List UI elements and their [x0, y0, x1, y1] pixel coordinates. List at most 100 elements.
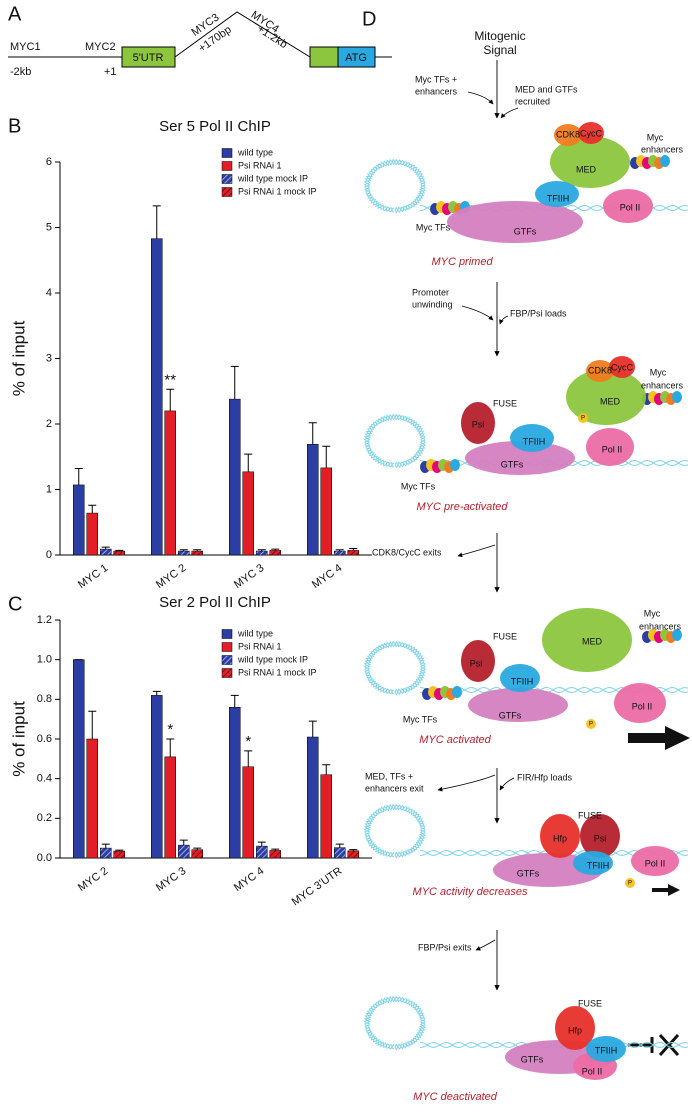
legend-label: wild type — [237, 628, 273, 638]
bar — [151, 695, 163, 859]
state-caption: MYC activated — [419, 734, 491, 746]
error-bar — [230, 694, 239, 708]
y-tick-label: 5 — [46, 221, 52, 233]
bar — [164, 756, 176, 859]
bar — [191, 849, 203, 859]
error-bar — [74, 468, 83, 485]
y-tick-label: 3 — [46, 352, 52, 364]
dna-loop — [363, 803, 426, 859]
protein-shape — [510, 424, 554, 452]
dna-loop — [363, 640, 426, 696]
y-tick-label: 0.2 — [37, 812, 52, 824]
state-caption: MYC activity decreases — [413, 886, 528, 898]
protein-label: GTFs — [501, 459, 524, 469]
legend-label: Psi RNAi 1 — [238, 641, 282, 651]
protein-label: enhancers — [639, 621, 682, 631]
curved-arrow — [499, 315, 509, 325]
step-note: enhancers exit — [365, 783, 424, 793]
protein-shape — [573, 851, 613, 875]
legend-swatch — [221, 187, 233, 197]
signal-label: Mitogenic — [474, 29, 525, 43]
bar — [229, 398, 241, 556]
bar — [113, 850, 125, 859]
protein-shape — [614, 683, 666, 723]
error-bar — [88, 504, 97, 514]
x-tick-label: MYC 4 — [232, 865, 266, 894]
step-note: MED and GTFs — [515, 84, 578, 94]
dna-loop — [363, 995, 426, 1051]
protein-label: P — [581, 416, 585, 422]
error-bar — [322, 764, 331, 775]
protein-label: FUSE — [493, 631, 517, 641]
bar — [269, 850, 281, 859]
protein-shape — [447, 201, 583, 243]
protein-shape — [586, 719, 596, 729]
x-tick-label: MYC 3 — [232, 562, 266, 591]
step-note: unwinding — [412, 299, 453, 309]
protein-label: TFIIH — [547, 193, 570, 203]
step-note: recruited — [515, 96, 550, 106]
bar — [242, 471, 254, 556]
error-bar — [230, 365, 239, 400]
y-axis-title: % of input — [9, 320, 28, 396]
protein-label: MED — [576, 164, 597, 174]
bar — [100, 548, 112, 556]
protein-shape — [586, 1036, 626, 1062]
step-note: MED, TFs + — [365, 771, 413, 781]
error-bar — [244, 453, 253, 472]
legend-label: wild type — [237, 147, 273, 157]
x-tick-label: MYC 3'UTR — [290, 865, 345, 908]
factor-blob — [452, 686, 462, 698]
bar — [73, 484, 85, 556]
curved-arrow — [461, 305, 494, 321]
bar — [151, 238, 163, 556]
protein-label: FUSE — [578, 998, 602, 1008]
protein-shape — [580, 814, 620, 858]
step-note: FBP/Psi loads — [510, 308, 567, 318]
bar — [269, 550, 281, 556]
protein-label: CDK8 — [588, 365, 612, 375]
factor-blob — [672, 391, 682, 403]
error-bar — [335, 549, 344, 552]
protein-shape — [566, 369, 646, 425]
step-note: FIR/Hfp loads — [517, 772, 573, 782]
error-bar — [271, 848, 280, 851]
protein-label: P — [628, 881, 632, 887]
protein-shape — [578, 122, 604, 144]
protein-shape — [542, 608, 632, 672]
step-note: Myc TFs + — [415, 74, 457, 84]
error-bar — [193, 847, 202, 850]
panel-label: B — [8, 115, 21, 137]
error-bar — [115, 849, 124, 852]
protein-shape — [468, 688, 568, 722]
protein-label: Pol II — [645, 858, 666, 868]
protein-label: Pol II — [582, 1066, 603, 1076]
error-bar — [152, 205, 161, 239]
error-bar — [322, 445, 331, 468]
bar — [320, 467, 332, 556]
protein-label: Hfp — [553, 833, 567, 843]
protein-label: TFIIH — [523, 436, 546, 446]
gene-map: MYC1 -2kb MYC2 +1 MYC3 +170bp MYC4 +1.2k… — [8, 9, 392, 78]
y-tick-label: 0.0 — [37, 852, 52, 864]
y-tick-label: 0 — [46, 549, 52, 561]
protein-label: GTFs — [517, 868, 540, 878]
site-name: MYC2 — [85, 41, 116, 53]
site-name: MYC1 — [10, 41, 41, 53]
chart-title: Ser 2 Pol II ChIP — [159, 594, 271, 611]
protein-label: Myc — [647, 132, 664, 142]
error-bar — [349, 547, 358, 551]
bar — [307, 736, 319, 859]
signal-label: Signal — [483, 43, 516, 57]
bar — [334, 847, 346, 859]
step-arrows — [437, 91, 519, 951]
legend-swatch — [221, 655, 233, 665]
protein-label: FUSE — [493, 398, 517, 408]
error-bar — [166, 388, 175, 411]
exon-box — [309, 46, 339, 68]
legend-swatch — [221, 642, 233, 652]
box-label: 5'UTR — [133, 52, 164, 64]
legend-swatch — [221, 161, 233, 171]
significance-label: * — [167, 721, 173, 738]
y-tick-label: 1.2 — [37, 614, 52, 626]
